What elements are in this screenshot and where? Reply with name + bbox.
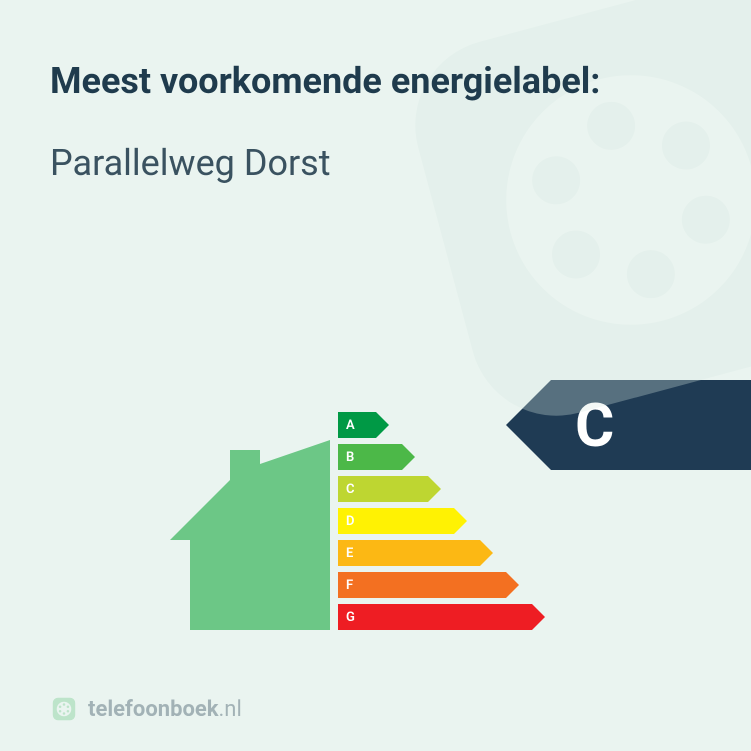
house-icon — [170, 440, 330, 630]
location-subtitle: Parallelweg Dorst — [50, 142, 701, 184]
energy-bar-label: C — [338, 476, 428, 502]
content-area: Meest voorkomende energielabel: Parallel… — [0, 0, 751, 751]
energy-bar-e: E — [338, 538, 532, 568]
energy-bar-c: C — [338, 474, 532, 504]
energy-bar-g: G — [338, 602, 532, 632]
energy-bars: ABCDEFG — [338, 410, 532, 634]
energy-bar-label: A — [338, 412, 376, 438]
energy-bar-a: A — [338, 410, 532, 440]
page-title: Meest voorkomende energielabel: — [50, 60, 701, 102]
energy-bar-label: E — [338, 540, 480, 566]
energy-bar-b: B — [338, 442, 532, 472]
energy-bar-label: B — [338, 444, 402, 470]
energy-bar-label: D — [338, 508, 454, 534]
energy-bar-f: F — [338, 570, 532, 600]
energy-bar-label: G — [338, 604, 532, 630]
energy-bar-d: D — [338, 506, 532, 536]
energy-label-chart: ABCDEFG — [170, 370, 550, 630]
energy-bar-label: F — [338, 572, 506, 598]
